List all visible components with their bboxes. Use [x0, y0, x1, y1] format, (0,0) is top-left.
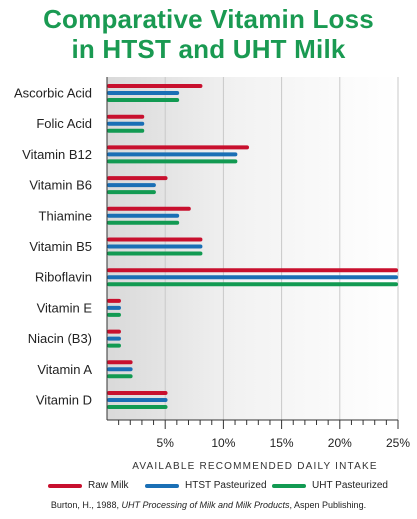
category-label: Vitamin B6 — [29, 178, 92, 193]
bar-htst-pasteurized — [107, 91, 180, 95]
category-label: Vitamin D — [36, 393, 92, 408]
legend-label-uht: UHT Pasteurized — [312, 480, 388, 491]
bar-uht-pasteurized — [107, 98, 180, 102]
bar-htst-pasteurized — [107, 121, 145, 126]
bar-raw-milk — [107, 84, 203, 88]
x-tick-label: 15% — [270, 436, 294, 450]
category-label: Vitamin A — [37, 362, 92, 377]
category-label: Ascorbic Acid — [14, 86, 92, 101]
source-citation: Burton, H., 1988, UHT Processing of Milk… — [0, 500, 417, 510]
legend-item-raw-milk: Raw Milk — [48, 480, 129, 491]
bar-uht-pasteurized — [107, 312, 121, 317]
source-title: UHT Processing of Milk and Milk Products — [121, 500, 290, 510]
bar-raw-milk — [107, 268, 398, 273]
bar-raw-milk — [107, 145, 250, 150]
x-axis-title: AVAILABLE RECOMMENDED DAILY INTAKE — [132, 461, 377, 472]
category-label: Vitamin B5 — [29, 239, 92, 254]
legend-label-htst: HTST Pasteurized — [185, 480, 267, 491]
bar-htst-pasteurized — [107, 398, 168, 402]
bar-uht-pasteurized — [107, 128, 145, 133]
bars — [107, 84, 398, 409]
title-line-2: in HTST and UHT Milk — [71, 34, 346, 64]
bar-uht-pasteurized — [107, 159, 238, 164]
bar-htst-pasteurized — [107, 367, 133, 372]
x-ticks: 5% 10% 15% 20% 25% — [118, 420, 410, 450]
x-tick-label: 5% — [157, 436, 175, 450]
source-suffix: , Aspen Publishing. — [289, 500, 367, 510]
bar-raw-milk — [107, 176, 168, 181]
bar-uht-pasteurized — [107, 343, 121, 348]
bar-chart: Ascorbic Acid Folic Acid Vitamin B12 Vitami… — [14, 77, 410, 472]
category-label: Niacin (B3) — [28, 331, 92, 346]
bar-raw-milk — [107, 360, 133, 365]
legend: Raw Milk HTST Pasteurized UHT Pasteurize… — [0, 480, 417, 496]
source-prefix: Burton, H., 1988, — [50, 500, 122, 510]
bar-raw-milk — [107, 298, 121, 303]
x-tick-label: 20% — [328, 436, 352, 450]
bar-raw-milk — [107, 206, 191, 211]
category-label: Vitamin E — [37, 300, 93, 315]
bar-htst-pasteurized — [107, 152, 238, 157]
bar-uht-pasteurized — [107, 190, 156, 195]
bar-raw-milk — [107, 329, 121, 334]
bar-raw-milk — [107, 391, 168, 395]
x-tick-label: 25% — [386, 436, 410, 450]
category-label: Thiamine — [39, 208, 92, 223]
bar-uht-pasteurized — [107, 374, 133, 379]
legend-swatch-htst — [145, 483, 179, 488]
bar-uht-pasteurized — [107, 282, 398, 287]
bar-htst-pasteurized — [107, 275, 398, 280]
bar-htst-pasteurized — [107, 183, 156, 188]
category-label: Vitamin B12 — [22, 147, 92, 162]
legend-swatch-raw-milk — [48, 483, 82, 488]
legend-item-uht: UHT Pasteurized — [272, 480, 388, 491]
gridlines — [164, 77, 399, 420]
legend-swatch-uht — [272, 483, 306, 488]
legend-item-htst: HTST Pasteurized — [145, 480, 267, 491]
category-label: Riboflavin — [35, 270, 92, 285]
title-line-1: Comparative Vitamin Loss — [43, 4, 374, 34]
x-tick-label: 10% — [211, 436, 235, 450]
bar-uht-pasteurized — [107, 251, 203, 256]
bar-uht-pasteurized — [107, 405, 168, 409]
bar-htst-pasteurized — [107, 213, 180, 218]
bar-raw-milk — [107, 237, 203, 242]
chart-title: Comparative Vitamin Loss in HTST and UHT… — [0, 4, 417, 64]
bar-htst-pasteurized — [107, 336, 121, 341]
category-label: Folic Acid — [36, 116, 92, 131]
legend-label-raw-milk: Raw Milk — [88, 480, 129, 491]
bar-raw-milk — [107, 114, 145, 119]
bar-uht-pasteurized — [107, 220, 180, 225]
bar-htst-pasteurized — [107, 305, 121, 310]
category-labels: Ascorbic Acid Folic Acid Vitamin B12 Vitami… — [14, 86, 92, 408]
bar-htst-pasteurized — [107, 244, 203, 249]
